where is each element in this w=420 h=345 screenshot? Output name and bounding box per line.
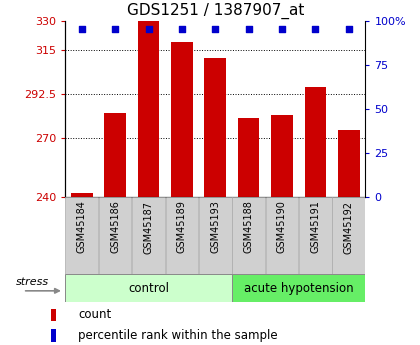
Text: GSM45193: GSM45193 [210,200,220,254]
FancyBboxPatch shape [232,197,265,274]
Bar [171,42,193,197]
Point [312,27,319,32]
FancyBboxPatch shape [299,197,332,274]
Point [245,27,252,32]
Text: GSM45190: GSM45190 [277,200,287,254]
Bar [304,87,326,197]
FancyBboxPatch shape [66,274,231,302]
FancyBboxPatch shape [232,274,365,302]
Bar [338,130,360,197]
Bar [238,118,260,197]
Bar [71,193,93,197]
Bar [51,329,56,342]
Point [79,27,85,32]
FancyBboxPatch shape [66,197,98,274]
Bar [51,308,56,321]
FancyBboxPatch shape [165,197,198,274]
Text: acute hypotension: acute hypotension [244,282,354,295]
Text: stress: stress [16,277,50,287]
Text: control: control [128,282,169,295]
Point [112,27,118,32]
Text: GSM45186: GSM45186 [110,200,120,254]
Text: GSM45184: GSM45184 [77,200,87,254]
Text: GSM45191: GSM45191 [310,200,320,254]
Bar [104,112,126,197]
Text: GSM45188: GSM45188 [244,200,254,254]
Bar [271,115,293,197]
Text: percentile rank within the sample: percentile rank within the sample [78,329,278,342]
Text: count: count [78,308,112,321]
Bar [138,21,159,197]
Point [345,27,352,32]
Bar [205,58,226,197]
Title: GDS1251 / 1387907_at: GDS1251 / 1387907_at [126,3,304,19]
FancyBboxPatch shape [265,197,298,274]
Text: GSM45189: GSM45189 [177,200,187,254]
FancyBboxPatch shape [332,197,365,274]
Text: GSM45187: GSM45187 [144,200,154,254]
Point [145,27,152,32]
Point [212,27,218,32]
Text: GSM45192: GSM45192 [344,200,354,254]
FancyBboxPatch shape [99,197,131,274]
FancyBboxPatch shape [132,197,165,274]
Point [278,27,285,32]
FancyBboxPatch shape [199,197,231,274]
Point [178,27,185,32]
